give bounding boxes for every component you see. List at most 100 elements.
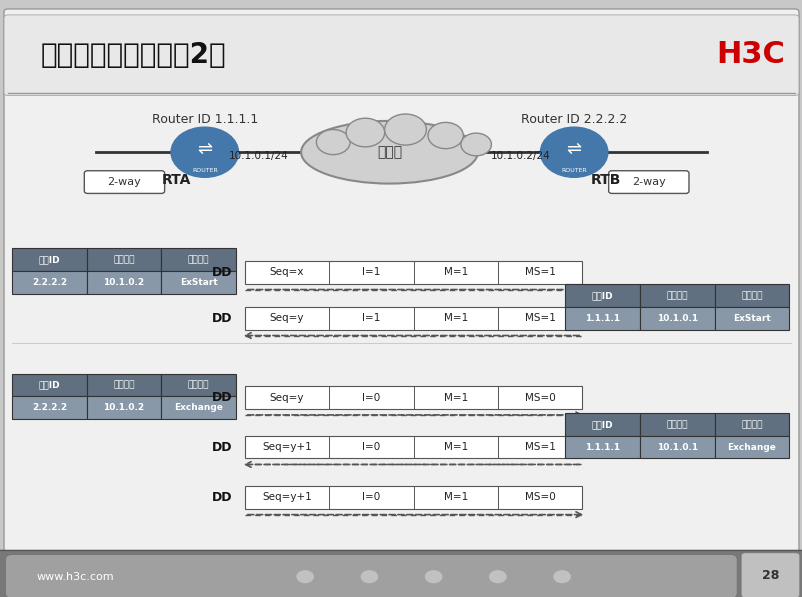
Text: RTA: RTA: [162, 173, 191, 187]
Ellipse shape: [384, 114, 426, 145]
Text: 邻居ID: 邻居ID: [38, 255, 60, 264]
FancyBboxPatch shape: [245, 261, 581, 284]
Text: 邻居状态: 邻居状态: [740, 291, 762, 300]
Circle shape: [424, 570, 442, 583]
Text: www.h3c.com: www.h3c.com: [36, 572, 114, 581]
FancyBboxPatch shape: [608, 171, 688, 193]
Text: MS=0: MS=0: [524, 493, 555, 502]
FancyBboxPatch shape: [12, 396, 87, 419]
Circle shape: [488, 570, 506, 583]
Text: DD: DD: [212, 391, 233, 404]
Circle shape: [171, 127, 238, 177]
Text: Seq=y+1: Seq=y+1: [262, 442, 311, 452]
Text: Exchange: Exchange: [727, 442, 776, 452]
FancyBboxPatch shape: [639, 284, 714, 307]
Text: DD: DD: [212, 266, 233, 279]
FancyBboxPatch shape: [714, 413, 788, 436]
Text: 10.1.0.1: 10.1.0.1: [656, 442, 697, 452]
Text: 邻居状态: 邻居状态: [188, 255, 209, 264]
Text: ROUTER: ROUTER: [561, 168, 586, 173]
FancyBboxPatch shape: [161, 271, 236, 294]
Text: 1.1.1.1: 1.1.1.1: [585, 442, 619, 452]
FancyBboxPatch shape: [12, 374, 87, 396]
Text: ROUTER: ROUTER: [192, 168, 217, 173]
FancyBboxPatch shape: [0, 550, 802, 597]
Circle shape: [553, 570, 570, 583]
Text: 邻居状态: 邻居状态: [188, 380, 209, 390]
Text: I=1: I=1: [362, 313, 380, 323]
FancyBboxPatch shape: [12, 248, 87, 271]
Text: M=1: M=1: [443, 493, 468, 502]
Text: ExStart: ExStart: [180, 278, 217, 287]
FancyBboxPatch shape: [565, 307, 639, 330]
Text: MS=0: MS=0: [524, 393, 555, 402]
FancyBboxPatch shape: [714, 436, 788, 458]
Text: 网络云: 网络云: [376, 145, 402, 159]
Text: 2-way: 2-way: [107, 177, 141, 187]
Text: Seq=y: Seq=y: [269, 393, 304, 402]
FancyBboxPatch shape: [84, 171, 164, 193]
Text: 10.1.0.2: 10.1.0.2: [103, 278, 144, 287]
Text: 2.2.2.2: 2.2.2.2: [32, 403, 67, 413]
Text: DD: DD: [212, 312, 233, 325]
Text: Router ID 2.2.2.2: Router ID 2.2.2.2: [520, 113, 626, 126]
FancyBboxPatch shape: [12, 271, 87, 294]
Text: 2-way: 2-way: [631, 177, 665, 187]
FancyBboxPatch shape: [245, 436, 581, 458]
Text: 10.1.0.2: 10.1.0.2: [103, 403, 144, 413]
FancyBboxPatch shape: [740, 553, 799, 597]
FancyBboxPatch shape: [4, 9, 798, 558]
Text: I=0: I=0: [362, 393, 380, 402]
FancyBboxPatch shape: [639, 413, 714, 436]
Ellipse shape: [301, 121, 477, 184]
Ellipse shape: [346, 118, 384, 147]
Text: 邻居ID: 邻居ID: [38, 380, 60, 390]
Text: MS=1: MS=1: [524, 267, 555, 277]
Text: 10.1.0.1/24: 10.1.0.1/24: [229, 152, 288, 161]
Circle shape: [540, 127, 607, 177]
FancyBboxPatch shape: [4, 15, 798, 96]
FancyBboxPatch shape: [6, 555, 736, 597]
Text: MS=1: MS=1: [524, 313, 555, 323]
Text: Seq=y: Seq=y: [269, 313, 304, 323]
Text: 2.2.2.2: 2.2.2.2: [32, 278, 67, 287]
Circle shape: [360, 570, 378, 583]
Text: DD: DD: [212, 491, 233, 504]
FancyBboxPatch shape: [565, 284, 639, 307]
FancyBboxPatch shape: [565, 436, 639, 458]
Text: I=0: I=0: [362, 493, 380, 502]
FancyBboxPatch shape: [714, 284, 788, 307]
Text: Exchange: Exchange: [174, 403, 223, 413]
FancyBboxPatch shape: [87, 374, 161, 396]
Text: 邻居ID: 邻居ID: [591, 291, 613, 300]
Text: 邻居状态: 邻居状态: [740, 420, 762, 429]
Text: M=1: M=1: [443, 393, 468, 402]
Text: M=1: M=1: [443, 442, 468, 452]
FancyBboxPatch shape: [87, 396, 161, 419]
Text: Seq=x: Seq=x: [269, 267, 304, 277]
FancyBboxPatch shape: [565, 413, 639, 436]
Text: 1.1.1.1: 1.1.1.1: [585, 313, 619, 323]
Text: ⇌: ⇌: [197, 140, 212, 158]
FancyBboxPatch shape: [161, 396, 236, 419]
Text: 邻居ID: 邻居ID: [591, 420, 613, 429]
Text: 邻接关系建立过程（2）: 邻接关系建立过程（2）: [40, 41, 225, 69]
Text: I=1: I=1: [362, 267, 380, 277]
FancyBboxPatch shape: [161, 248, 236, 271]
Text: 10.1.0.2/24: 10.1.0.2/24: [490, 152, 549, 161]
Text: I=0: I=0: [362, 442, 380, 452]
FancyBboxPatch shape: [639, 436, 714, 458]
Text: MS=1: MS=1: [524, 442, 555, 452]
FancyBboxPatch shape: [245, 386, 581, 409]
FancyBboxPatch shape: [87, 271, 161, 294]
Text: 邻居地址: 邻居地址: [113, 380, 135, 390]
Text: M=1: M=1: [443, 313, 468, 323]
Text: 邻居地址: 邻居地址: [666, 291, 687, 300]
FancyBboxPatch shape: [245, 307, 581, 330]
Text: ExStart: ExStart: [732, 313, 770, 323]
Text: 10.1.0.1: 10.1.0.1: [656, 313, 697, 323]
FancyBboxPatch shape: [161, 374, 236, 396]
Text: H3C: H3C: [715, 41, 784, 69]
Ellipse shape: [316, 130, 350, 155]
Text: Router ID 1.1.1.1: Router ID 1.1.1.1: [152, 113, 257, 126]
